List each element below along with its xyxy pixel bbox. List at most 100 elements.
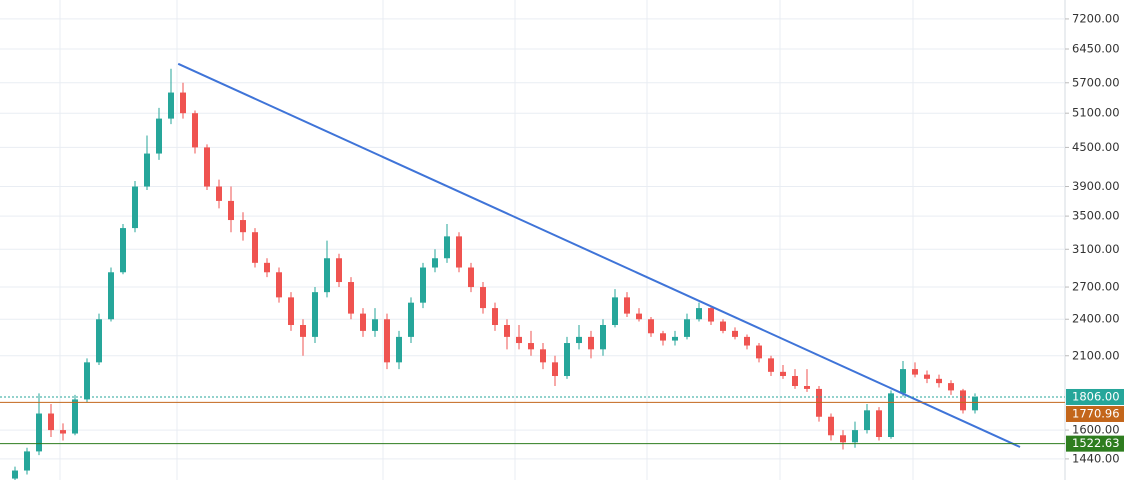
candle-body: [420, 267, 426, 303]
candle-body: [204, 147, 210, 187]
candle-body: [648, 319, 654, 334]
candle-body: [804, 386, 810, 389]
candle-body: [480, 287, 486, 309]
candle-body: [684, 319, 690, 337]
candle-body: [888, 393, 894, 438]
candle-body: [60, 430, 66, 434]
y-tick-label: 1440.00: [1072, 451, 1120, 465]
candle-body: [432, 258, 438, 268]
candle-body: [852, 430, 858, 443]
candle-body: [336, 258, 342, 283]
candle-body: [864, 410, 870, 431]
candle-body: [12, 470, 18, 479]
candle-body: [552, 362, 558, 377]
candle-body: [144, 153, 150, 187]
candle-body: [540, 349, 546, 363]
candle-body: [636, 313, 642, 320]
candle-body: [168, 92, 174, 119]
candle-body: [492, 308, 498, 326]
candle-body: [708, 308, 714, 322]
candle-body: [612, 297, 618, 326]
price-label-box: [1066, 388, 1124, 405]
candle-body: [960, 390, 966, 411]
y-tick-label: 2400.00: [1072, 312, 1120, 326]
price-label-box: [1066, 435, 1124, 452]
candle-body: [936, 378, 942, 384]
candle-body: [444, 236, 450, 259]
y-tick-label: 5100.00: [1072, 106, 1120, 120]
candle-body: [24, 451, 30, 471]
price-label: 1806.00: [1072, 389, 1120, 403]
price-label: 1770.96: [1072, 406, 1120, 420]
candle-body: [972, 396, 978, 411]
candle-body: [732, 330, 738, 337]
candle-body: [720, 321, 726, 331]
candle-body: [72, 399, 78, 434]
y-tick-label: 3900.00: [1072, 179, 1120, 193]
candle-body: [396, 336, 402, 363]
candle-body: [516, 336, 522, 344]
candle-body: [624, 297, 630, 314]
y-tick-label: 2700.00: [1072, 280, 1120, 294]
candle-body: [372, 319, 378, 331]
trendline: [177, 62, 1021, 448]
candle-body: [96, 319, 102, 363]
candle-body: [132, 186, 138, 229]
candle-body: [120, 228, 126, 273]
candle-body: [564, 343, 570, 377]
y-tick-label: 2100.00: [1072, 348, 1120, 362]
candle-body: [408, 302, 414, 337]
candle-body: [276, 272, 282, 298]
price-label: 1522.63: [1072, 436, 1120, 450]
price-label-box: [1066, 405, 1124, 422]
candle-body: [228, 200, 234, 221]
vertical-grid: [59, 0, 914, 480]
candle-body: [600, 325, 606, 350]
candle-body: [696, 308, 702, 320]
candle-body: [180, 92, 186, 114]
candle-body: [576, 336, 582, 344]
candle-body: [924, 374, 930, 379]
candle-body: [312, 292, 318, 337]
y-tick-label: 5700.00: [1072, 75, 1120, 89]
candle-body: [744, 336, 750, 346]
candle-body: [456, 236, 462, 268]
candle-body: [528, 343, 534, 350]
candle-body: [660, 333, 666, 341]
candle-body: [840, 435, 846, 443]
candle-body: [792, 376, 798, 387]
candle-body: [768, 358, 774, 372]
candle-body: [360, 313, 366, 331]
candle-body: [468, 267, 474, 288]
candle-body: [504, 325, 510, 337]
candle-body: [816, 388, 822, 417]
candle-body: [264, 262, 270, 273]
candle-body: [948, 383, 954, 391]
y-tick-label: 6450.00: [1072, 41, 1120, 55]
candle-body: [900, 369, 906, 394]
y-tick-label: 4500.00: [1072, 140, 1120, 154]
candle-body: [348, 282, 354, 314]
candle-body: [384, 319, 390, 363]
candle-body: [36, 413, 42, 452]
candle-body: [84, 362, 90, 400]
candle-body: [300, 325, 306, 337]
candle-body: [756, 345, 762, 359]
candle-body: [252, 232, 258, 263]
candle-body: [288, 297, 294, 326]
candle-body: [108, 272, 114, 320]
candle-body: [876, 410, 882, 438]
candle-body: [216, 186, 222, 201]
candle-body: [588, 336, 594, 350]
candle-body: [780, 371, 786, 377]
candle-body: [192, 113, 198, 148]
candle-body: [324, 258, 330, 293]
candle-body: [912, 369, 918, 375]
y-tick-label: 3500.00: [1072, 209, 1120, 223]
candle-body: [240, 220, 246, 233]
candle-body: [672, 336, 678, 341]
candle-body: [48, 413, 54, 431]
y-tick-label: 7200.00: [1072, 11, 1120, 25]
y-tick-label: 1600.00: [1072, 423, 1120, 437]
